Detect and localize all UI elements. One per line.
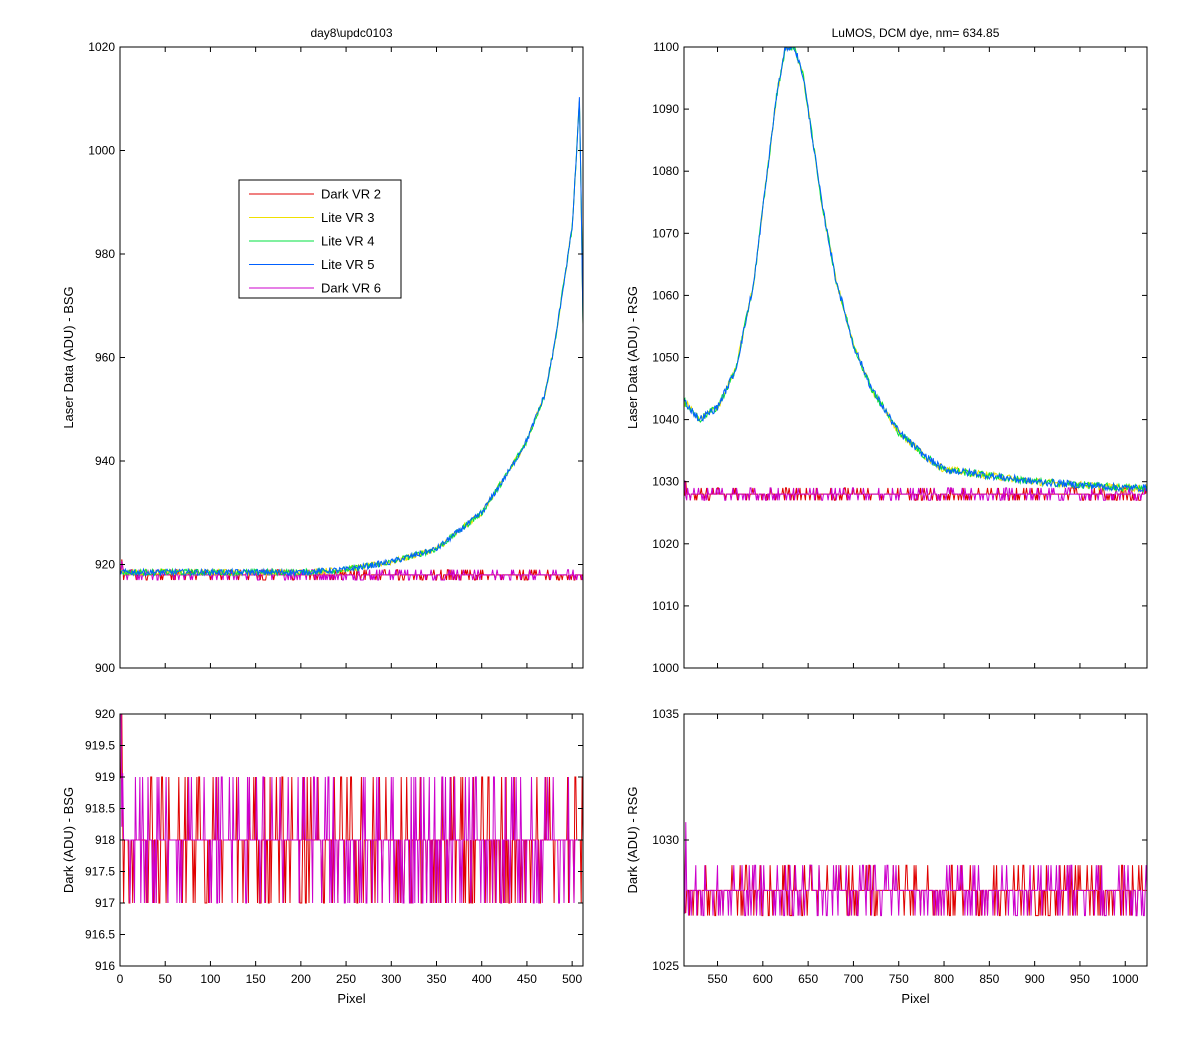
- x-tick-label: 600: [753, 972, 773, 986]
- legend: Dark VR 2 Lite VR 3 Lite VR 4 Lite VR 5 Dark…: [238, 179, 402, 299]
- series-line-dark-vr-6: [684, 480, 1147, 501]
- x-tick-label: 900: [1025, 972, 1045, 986]
- x-tick-label: 450: [517, 972, 537, 986]
- y-tick-label: 1035: [652, 707, 679, 721]
- y-tick-label: 916: [95, 959, 115, 973]
- series-group: [684, 822, 1147, 917]
- y-tick-label: 1040: [652, 413, 679, 427]
- chart-top_left: 900 920 940 960 980 1000 1020 day8\updc0103 Lase…: [61, 26, 584, 675]
- y-tick-label: 980: [95, 247, 115, 261]
- x-tick-label: 700: [843, 972, 863, 986]
- y-tick-label: 960: [95, 351, 115, 365]
- series-group: [684, 47, 1147, 501]
- y-tick-label: 1020: [88, 40, 115, 54]
- y-tick-label: 919: [95, 770, 115, 784]
- y-tick-label: 1060: [652, 288, 679, 302]
- x-tick-label: 200: [291, 972, 311, 986]
- x-axis-label: Pixel: [901, 991, 929, 1006]
- axes-box: [683, 713, 1148, 967]
- series-group: [120, 97, 583, 581]
- y-tick-label: 1030: [652, 833, 679, 847]
- series-line-dark-vr-6: [120, 714, 583, 904]
- x-tick-label: 300: [381, 972, 401, 986]
- legend-label: Lite VR 3: [321, 210, 374, 225]
- y-tick-label: 1000: [88, 144, 115, 158]
- legend-box: [238, 179, 402, 299]
- legend-label: Lite VR 5: [321, 257, 374, 272]
- y-tick-label: 900: [95, 661, 115, 675]
- y-axis-label: Laser Data (ADU) - RSG: [625, 286, 640, 429]
- y-tick-label: 918.5: [85, 802, 115, 816]
- series-line-dark-vr-2: [684, 848, 1147, 917]
- y-tick-label: 918: [95, 833, 115, 847]
- legend-label: Dark VR 6: [321, 281, 381, 296]
- series-line-lite-vr-4: [120, 101, 583, 578]
- y-tick-label: 917.5: [85, 865, 115, 879]
- y-axis-label: Dark (ADU) - BSG: [61, 787, 76, 893]
- series-line-lite-vr-4: [684, 47, 1147, 494]
- series-group: [120, 714, 583, 904]
- x-tick-label: 800: [934, 972, 954, 986]
- chart-title: day8\updc0103: [310, 26, 392, 40]
- series-line-dark-vr-6: [684, 822, 1147, 917]
- y-tick-label: 1050: [652, 351, 679, 365]
- chart-bottom_left: 916 916.5 917 917.5 918 918.5 919 919.5 920 0 50 10…: [61, 707, 584, 1006]
- y-tick-label: 920: [95, 558, 115, 572]
- chart-bottom_right: 1025 1030 1035 550 600 650 700 750 800 850 900 950 1…: [625, 707, 1148, 1006]
- x-tick-label: 650: [798, 972, 818, 986]
- y-tick-label: 917: [95, 896, 115, 910]
- x-tick-label: 100: [200, 972, 220, 986]
- x-tick-label: 500: [562, 972, 582, 986]
- x-tick-label: 550: [708, 972, 728, 986]
- x-tick-label: 1000: [1112, 972, 1139, 986]
- x-tick-label: 750: [889, 972, 909, 986]
- y-tick-label: 1030: [652, 475, 679, 489]
- y-tick-label: 1070: [652, 226, 679, 240]
- y-tick-label: 940: [95, 454, 115, 468]
- y-tick-label: 916.5: [85, 928, 115, 942]
- series-line-lite-vr-5: [120, 97, 583, 578]
- legend-label: Lite VR 4: [321, 234, 374, 249]
- x-axis-label: Pixel: [337, 991, 365, 1006]
- y-tick-label: 1090: [652, 102, 679, 116]
- y-axis-label: Laser Data (ADU) - BSG: [61, 286, 76, 428]
- y-tick-label: 1025: [652, 959, 679, 973]
- y-tick-label: 1020: [652, 537, 679, 551]
- y-tick-label: 920: [95, 707, 115, 721]
- y-tick-label: 1010: [652, 599, 679, 613]
- axes-box: [683, 46, 1148, 669]
- x-tick-label: 400: [472, 972, 492, 986]
- y-tick-label: 1080: [652, 164, 679, 178]
- y-axis-label: Dark (ADU) - RSG: [625, 787, 640, 894]
- x-tick-label: 950: [1070, 972, 1090, 986]
- x-tick-label: 850: [979, 972, 999, 986]
- series-line-lite-vr-3: [684, 47, 1147, 494]
- y-tick-label: 1100: [653, 40, 679, 54]
- series-line-lite-vr-3: [120, 101, 583, 578]
- y-tick-label: 1000: [652, 661, 679, 675]
- x-tick-label: 350: [426, 972, 446, 986]
- y-tick-label: 919.5: [85, 739, 115, 753]
- x-tick-label: 250: [336, 972, 356, 986]
- x-tick-label: 50: [159, 972, 173, 986]
- series-line-lite-vr-5: [684, 47, 1147, 493]
- legend-label: Dark VR 2: [321, 187, 381, 202]
- x-tick-label: 0: [117, 972, 124, 986]
- chart-title: LuMOS, DCM dye, nm= 634.85: [832, 26, 1000, 40]
- chart-top_right: 1000 1010 1020 1030 1040 1050 1060 1070 1080 1090…: [625, 26, 1148, 675]
- x-tick-label: 150: [246, 972, 266, 986]
